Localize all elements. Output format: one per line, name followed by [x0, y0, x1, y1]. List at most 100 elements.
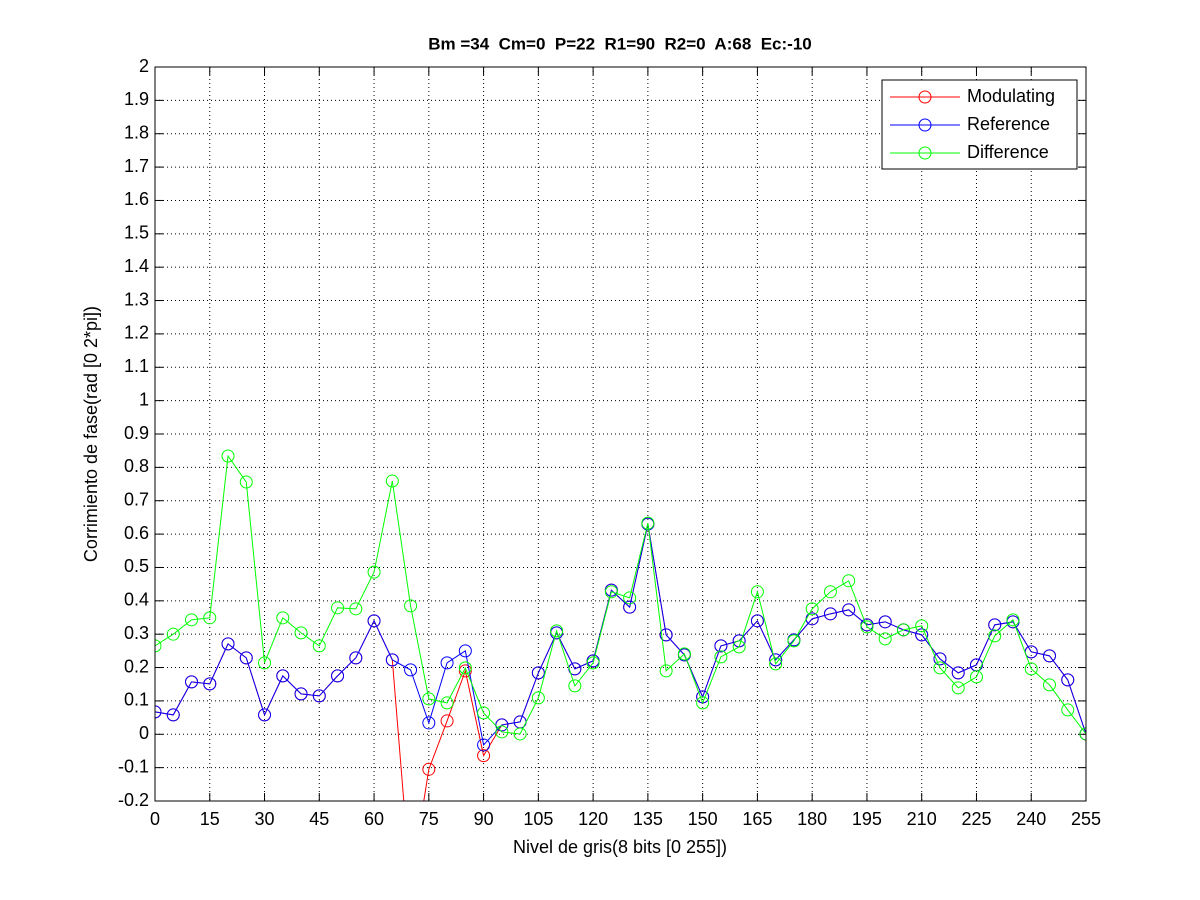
point-marker [659, 664, 673, 678]
point-marker [276, 669, 290, 683]
x-tick-label: 195 [852, 809, 882, 829]
point-marker [495, 725, 509, 739]
point-marker [331, 669, 345, 683]
y-tick-label: 1.8 [124, 122, 149, 142]
point-marker [203, 611, 217, 625]
point-marker [641, 516, 655, 530]
point-marker [623, 591, 637, 605]
x-tick-label: 90 [474, 809, 494, 829]
y-tick-label: 0.4 [124, 590, 149, 610]
y-tick-label: 1 [139, 389, 149, 409]
legend-marker [918, 118, 932, 132]
point-marker [860, 620, 874, 634]
y-tick-label: 2 [139, 56, 149, 76]
point-marker [951, 681, 965, 695]
point-marker [312, 689, 326, 703]
point-marker [385, 653, 399, 667]
x-tick-label: 45 [309, 809, 329, 829]
x-tick-label: 60 [364, 809, 384, 829]
point-marker [604, 585, 618, 599]
chart-title: Bm =34 Cm=0 P=22 R1=90 R2=0 A:68 Ec:-10 [428, 34, 812, 53]
point-marker [969, 670, 983, 684]
point-marker [951, 666, 965, 680]
x-tick-label: 105 [523, 809, 553, 829]
point-marker [750, 614, 764, 628]
point-marker [203, 677, 217, 691]
y-tick-label: 1.4 [124, 256, 149, 276]
point-marker [422, 692, 436, 706]
point-marker [349, 651, 363, 665]
y-tick-label: 1.2 [124, 323, 149, 343]
y-tick-label: 1.6 [124, 189, 149, 209]
y-tick-label: 0.1 [124, 690, 149, 710]
series-layer [155, 449, 1086, 801]
x-tick-label: 225 [961, 809, 991, 829]
point-marker [1061, 673, 1075, 687]
point-marker [477, 749, 491, 763]
point-marker [568, 679, 582, 693]
point-marker [458, 661, 472, 675]
y-axis-label: Corrimiento de fase(rad [0 2*pi]) [81, 306, 101, 562]
x-tick-label: 15 [200, 809, 220, 829]
point-marker [988, 629, 1002, 643]
point-marker [677, 647, 691, 661]
point-marker [312, 639, 326, 653]
legend-label: Reference [967, 114, 1050, 134]
point-marker [166, 627, 180, 641]
point-marker [258, 656, 272, 670]
x-tick-label: 180 [797, 809, 827, 829]
point-marker [842, 603, 856, 617]
legend-label: Modulating [967, 86, 1055, 106]
x-tick-label: 0 [150, 809, 160, 829]
point-marker [750, 585, 764, 599]
point-marker [769, 657, 783, 671]
point-marker [258, 708, 272, 722]
y-tick-label: 0.7 [124, 489, 149, 509]
point-marker [623, 600, 637, 614]
point-marker [915, 628, 929, 642]
legend-marker [918, 146, 932, 160]
x-tick-label: 150 [688, 809, 718, 829]
y-tick-label: 1.7 [124, 156, 149, 176]
x-tick-label: 240 [1016, 809, 1046, 829]
point-marker [477, 738, 491, 752]
plot-area [155, 67, 1086, 801]
x-tick-label: 210 [907, 809, 937, 829]
point-marker [769, 653, 783, 667]
y-tick-label: 0.9 [124, 423, 149, 443]
point-marker [531, 666, 545, 680]
point-marker [477, 706, 491, 720]
y-tick-label: 0.6 [124, 523, 149, 543]
y-tick-label: 1.9 [124, 89, 149, 109]
point-marker [422, 716, 436, 730]
y-tick-label: 0.3 [124, 623, 149, 643]
point-marker [239, 475, 253, 489]
point-marker [878, 615, 892, 629]
point-marker [513, 727, 527, 741]
series-line [155, 454, 1086, 735]
x-tick-label: 120 [578, 809, 608, 829]
point-marker [440, 714, 454, 728]
point-marker [294, 687, 308, 701]
x-tick-label: 165 [742, 809, 772, 829]
legend-label: Difference [967, 142, 1049, 162]
point-marker [495, 718, 509, 732]
x-axis-label: Nivel de gris(8 bits [0 255]) [513, 837, 727, 857]
point-marker [367, 614, 381, 628]
x-tick-label: 255 [1071, 809, 1101, 829]
point-marker [367, 565, 381, 579]
y-tick-label: 1.3 [124, 289, 149, 309]
point-marker [294, 626, 308, 640]
point-marker [1061, 703, 1075, 717]
point-marker [787, 634, 801, 648]
y-tick-label: 0.5 [124, 556, 149, 576]
point-marker [1024, 662, 1038, 676]
point-marker [440, 656, 454, 670]
x-tick-label: 30 [255, 809, 275, 829]
point-marker [805, 602, 819, 616]
point-marker [915, 619, 929, 633]
point-marker [404, 599, 418, 613]
point-marker [239, 651, 253, 665]
point-marker [1042, 649, 1056, 663]
